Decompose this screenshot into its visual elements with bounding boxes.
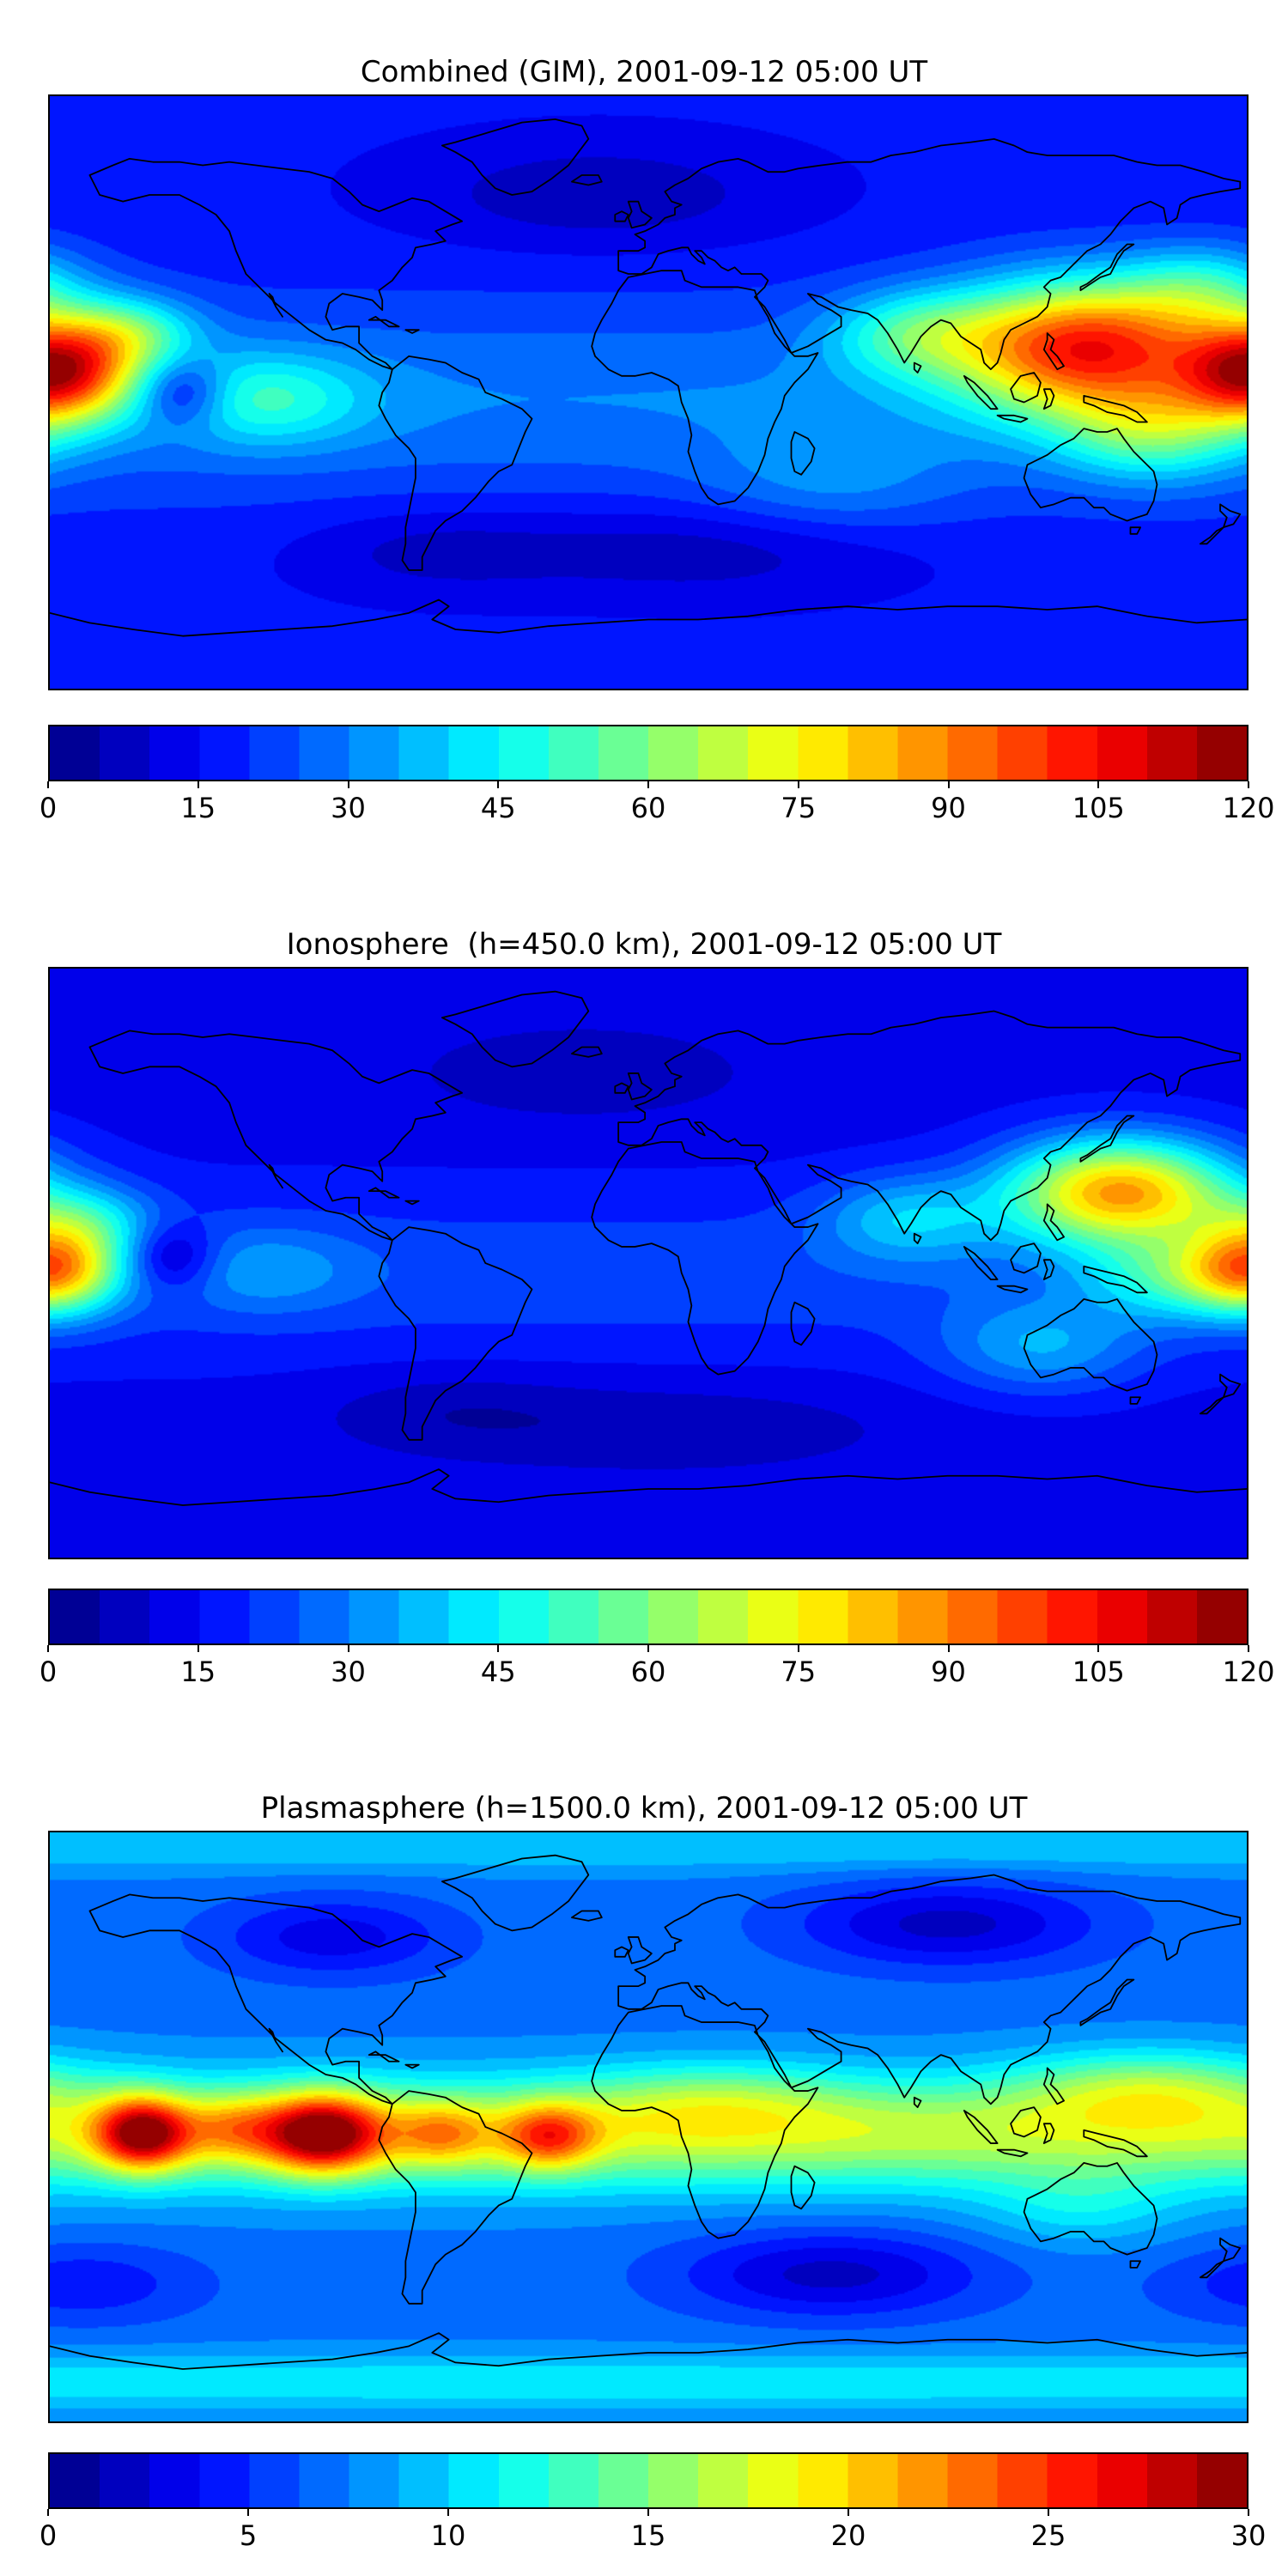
colorbar-tick-mark bbox=[1097, 1645, 1100, 1652]
colorbar-tick-mark bbox=[47, 1645, 49, 1652]
colorbar-tick-label: 0 bbox=[39, 792, 58, 824]
colorbar-tick-mark bbox=[47, 781, 49, 788]
coastline-path bbox=[50, 1856, 1247, 2369]
map-ionosphere bbox=[48, 967, 1249, 1559]
colorbar-gradient-plasmasphere bbox=[50, 2454, 1247, 2507]
colorbar-ticks-ionosphere: 0 15 30 45 60 75 90 105 120 bbox=[39, 1645, 1275, 1692]
colorbar-tick-mark bbox=[47, 2509, 49, 2516]
colorbar-tick-mark bbox=[247, 2509, 249, 2516]
colorbar-tick-mark bbox=[1248, 781, 1249, 788]
colorbar-tick-mark bbox=[947, 1645, 950, 1652]
colorbar-tick-label: 45 bbox=[480, 1656, 516, 1688]
panel-title-ionosphere: Ionosphere (h=450.0 km), 2001-09-12 05:0… bbox=[286, 927, 1002, 963]
colorbar-tick-label: 0 bbox=[39, 2519, 58, 2552]
colorbar-tick-mark bbox=[1248, 2509, 1249, 2516]
colorbar-tick-mark bbox=[347, 1645, 349, 1652]
colorbar-tick-label: 0 bbox=[39, 1656, 58, 1688]
colorbar-ionosphere bbox=[48, 1589, 1249, 1645]
colorbar-tick-label: 120 bbox=[1222, 792, 1275, 824]
colorbar-tick-label: 105 bbox=[1072, 792, 1125, 824]
colorbar-tick-mark bbox=[647, 781, 649, 788]
map-combined bbox=[48, 94, 1249, 690]
colorbar-tick-label: 90 bbox=[931, 792, 966, 824]
colorbar-tick-mark bbox=[1048, 2509, 1049, 2516]
colorbar-tick-label: 10 bbox=[430, 2519, 466, 2552]
coastlines-overlay bbox=[50, 1832, 1247, 2421]
colorbar-tick-mark bbox=[197, 1645, 199, 1652]
tec-heatmap-canvas-plasmasphere bbox=[50, 1832, 1247, 2421]
colorbar-tick-label: 30 bbox=[331, 1656, 366, 1688]
tec-heatmap-canvas-ionosphere bbox=[50, 969, 1247, 1558]
colorbar-plasmasphere bbox=[48, 2452, 1249, 2509]
colorbar-tick-label: 60 bbox=[630, 1656, 666, 1688]
colorbar-tick-label: 15 bbox=[180, 1656, 216, 1688]
colorbar-tick-mark bbox=[447, 2509, 449, 2516]
colorbar-gradient-ionosphere bbox=[50, 1590, 1247, 1643]
colorbar-tick-label: 30 bbox=[331, 792, 366, 824]
colorbar-tick-label: 105 bbox=[1072, 1656, 1125, 1688]
colorbar-tick-mark bbox=[647, 2509, 649, 2516]
panel-title-plasmasphere: Plasmasphere (h=1500.0 km), 2001-09-12 0… bbox=[260, 1791, 1028, 1826]
colorbar-ticks-combined: 0 15 30 45 60 75 90 105 120 bbox=[39, 781, 1275, 828]
panel-title-combined: Combined (GIM), 2001-09-12 05:00 UT bbox=[360, 55, 928, 90]
colorbar-tick-label: 5 bbox=[239, 2519, 258, 2552]
colorbar-tick-mark bbox=[1248, 1645, 1249, 1652]
colorbar-ticks-plasmasphere: 0 5 10 15 20 25 30 bbox=[39, 2509, 1266, 2555]
colorbar-gradient-combined bbox=[50, 726, 1247, 780]
colorbar-tick-label: 15 bbox=[630, 2519, 666, 2552]
colorbar-tick-label: 90 bbox=[931, 1656, 966, 1688]
colorbar-tick-mark bbox=[848, 2509, 849, 2516]
colorbar-tick-label: 75 bbox=[781, 1656, 817, 1688]
colorbar-tick-label: 120 bbox=[1222, 1656, 1275, 1688]
colorbar-tick-label: 20 bbox=[830, 2519, 866, 2552]
colorbar-combined bbox=[48, 725, 1249, 781]
colorbar-tick-mark bbox=[797, 1645, 799, 1652]
colorbar-tick-label: 15 bbox=[180, 792, 216, 824]
colorbar-tick-mark bbox=[497, 1645, 500, 1652]
colorbar-tick-mark bbox=[947, 781, 950, 788]
coastline-path bbox=[50, 119, 1247, 636]
colorbar-tick-label: 60 bbox=[630, 792, 666, 824]
tec-heatmap-canvas-combined bbox=[50, 96, 1247, 689]
coastlines-overlay bbox=[50, 969, 1247, 1558]
map-plasmasphere bbox=[48, 1831, 1249, 2423]
coastlines-overlay bbox=[50, 96, 1247, 689]
colorbar-tick-label: 45 bbox=[480, 792, 516, 824]
colorbar-tick-mark bbox=[197, 781, 199, 788]
colorbar-tick-label: 75 bbox=[781, 792, 817, 824]
colorbar-tick-mark bbox=[647, 1645, 649, 1652]
colorbar-tick-mark bbox=[797, 781, 799, 788]
colorbar-tick-mark bbox=[497, 781, 500, 788]
colorbar-tick-label: 25 bbox=[1030, 2519, 1066, 2552]
coastline-path bbox=[50, 992, 1247, 1505]
colorbar-tick-label: 30 bbox=[1230, 2519, 1267, 2552]
colorbar-tick-mark bbox=[347, 781, 349, 788]
colorbar-tick-mark bbox=[1097, 781, 1100, 788]
